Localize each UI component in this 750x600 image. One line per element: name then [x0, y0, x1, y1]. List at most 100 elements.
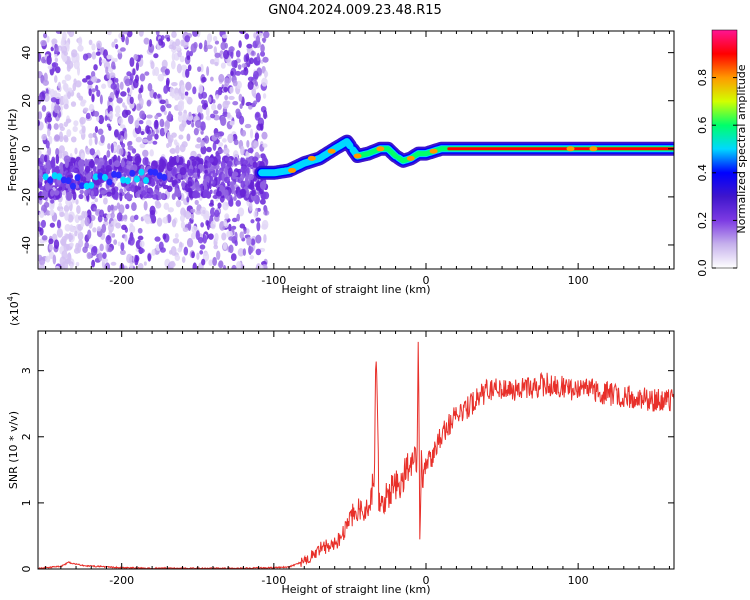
- spectrogram-noise-cell: [38, 111, 43, 120]
- spectrogram-noise-cell: [253, 210, 258, 219]
- spectrogram-band-cell: [151, 194, 159, 200]
- spectrogram-noise-cell: [58, 145, 65, 154]
- spectrogram-noise-cell: [53, 239, 60, 250]
- spectrogram-band-cell: [77, 159, 85, 168]
- spectrogram-noise-cell: [113, 239, 118, 246]
- spectrogram-noise-cell: [64, 211, 69, 221]
- spectrogram-noise-cell: [154, 200, 161, 206]
- spectrogram-noise-cell: [70, 101, 77, 107]
- spectrogram-noise-cell: [62, 94, 68, 105]
- spectrogram-noise-cell: [63, 121, 69, 128]
- spectrogram-noise-cell: [103, 197, 108, 205]
- spectrogram-band-cell: [239, 188, 246, 198]
- spectrogram-ridge-blob: [129, 169, 136, 177]
- spectrogram-noise-cell: [82, 246, 88, 253]
- spectrogram-band-cell: [198, 158, 204, 166]
- spectrogram-band-cell: [78, 193, 84, 200]
- spectrogram-noise-cell: [72, 125, 78, 133]
- spectrogram-band-cell: [68, 193, 72, 201]
- spectrogram-noise-cell: [186, 237, 194, 248]
- spectrogram-band-cell: [171, 166, 178, 177]
- spectrogram-noise-cell: [80, 100, 86, 107]
- snr-x-tick-label: -100: [261, 574, 286, 587]
- spectrogram-band-cell: [53, 168, 60, 173]
- spectrogram-noise-cell: [95, 210, 101, 216]
- spectrogram-noise-cell: [139, 143, 146, 149]
- spectrogram-noise-cell: [261, 223, 268, 230]
- spectrogram-noise-cell: [88, 39, 93, 46]
- spectrogram-band-cell: [206, 161, 212, 168]
- spectrogram-noise-cell: [221, 34, 228, 39]
- spectrogram-noise-cell: [64, 233, 71, 239]
- spectrogram-noise-cell: [66, 64, 71, 72]
- spectrogram-noise-cell: [63, 136, 69, 143]
- spectrogram-noise-cell: [67, 91, 71, 100]
- spectrogram-noise-cell: [84, 216, 90, 227]
- spectrogram-noise-cell: [101, 223, 107, 233]
- spectrogram-noise-cell: [220, 62, 226, 69]
- spectrogram-noise-cell: [63, 51, 69, 56]
- spectrogram-noise-cell: [255, 92, 261, 103]
- spectrogram-noise-cell: [132, 68, 136, 76]
- spectrogram-noise-cell: [106, 54, 113, 60]
- spectrogram-noise-cell: [247, 76, 254, 82]
- spectrogram-band-cell: [168, 158, 176, 168]
- spectrogram-noise-cell: [125, 109, 131, 116]
- spectrogram-noise-cell: [146, 99, 152, 107]
- spectrogram-band-cell: [70, 157, 77, 164]
- spectrogram-band-cell: [38, 169, 43, 179]
- spectrogram-noise-cell: [239, 103, 243, 109]
- spectrogram-ridge-blob: [92, 173, 99, 181]
- spectrogram-noise-cell: [54, 44, 59, 54]
- spectrogram-band-cell: [197, 167, 201, 178]
- spectrogram-noise-cell: [96, 226, 102, 232]
- spectrogram-noise-cell: [114, 112, 121, 118]
- snr-panel: -200 -100 0 100 0 1 2 3 Height of straight line…: [6, 292, 675, 596]
- spectrogram-band-cell: [197, 163, 204, 170]
- spectrogram-noise-cell: [138, 119, 144, 125]
- spectrogram-noise-cell: [59, 126, 65, 132]
- spectrogram-noise-cell: [231, 60, 237, 68]
- spectrogram-noise-cell: [70, 136, 77, 143]
- spectrogram-noise-cell: [38, 264, 46, 269]
- spectrogram-noise-cell: [196, 137, 202, 143]
- spectrogram-noise-cell: [176, 45, 181, 51]
- spectrogram-noise-cell: [180, 39, 185, 47]
- spectrogram-noise-cell: [150, 61, 155, 70]
- spectrogram-noise-cell: [152, 140, 158, 145]
- spectrogram-noise-cell: [167, 131, 171, 141]
- spectrogram-noise-cell: [93, 207, 97, 212]
- spectrogram-noise-cell: [255, 217, 261, 222]
- spectrogram-noise-cell: [38, 119, 41, 127]
- spectrogram-ridge-blob: [69, 182, 76, 190]
- spectrogram-noise-cell: [75, 199, 79, 205]
- spectrogram-noise-cell: [259, 198, 266, 205]
- spectrogram-noise-cell: [70, 226, 76, 233]
- spectrogram-noise-cell: [38, 149, 42, 156]
- spectrogram-noise-cell: [104, 262, 111, 269]
- spectrogram-noise-cell: [253, 140, 259, 148]
- spectrogram-noise-cell: [216, 250, 221, 261]
- spectrogram-noise-cell: [213, 244, 219, 250]
- spectrogram-band-cell: [105, 164, 112, 172]
- spectrogram-ridge-blob: [133, 175, 140, 183]
- spectrogram-band-cell: [161, 192, 166, 201]
- spectrogram-noise-cell: [124, 234, 128, 242]
- spectrogram-noise-cell: [123, 131, 128, 141]
- spectrogram-ridge-blob: [124, 177, 131, 185]
- spectrogram-noise-cell: [176, 63, 182, 74]
- spectrogram-noise-cell: [243, 229, 247, 235]
- spectrogram-noise-cell: [125, 203, 130, 210]
- spectrogram-noise-cell: [142, 149, 149, 158]
- spectrogram-noise-cell: [120, 242, 125, 251]
- spectrogram-noise-cell: [160, 34, 165, 41]
- spectrogram-noise-cell: [183, 246, 189, 256]
- spectrogram-band-cell: [51, 156, 56, 163]
- spectrogram-noise-cell: [137, 235, 144, 241]
- snr-multiplier-label: (x104): [6, 292, 21, 326]
- spectrogram-ridge-blob: [156, 172, 163, 180]
- spectrogram-noise-cell: [88, 137, 93, 146]
- spectrogram-band-cell: [150, 160, 158, 170]
- spectrogram-noise-cell: [228, 236, 235, 241]
- spectrogram-noise-cell: [171, 31, 177, 39]
